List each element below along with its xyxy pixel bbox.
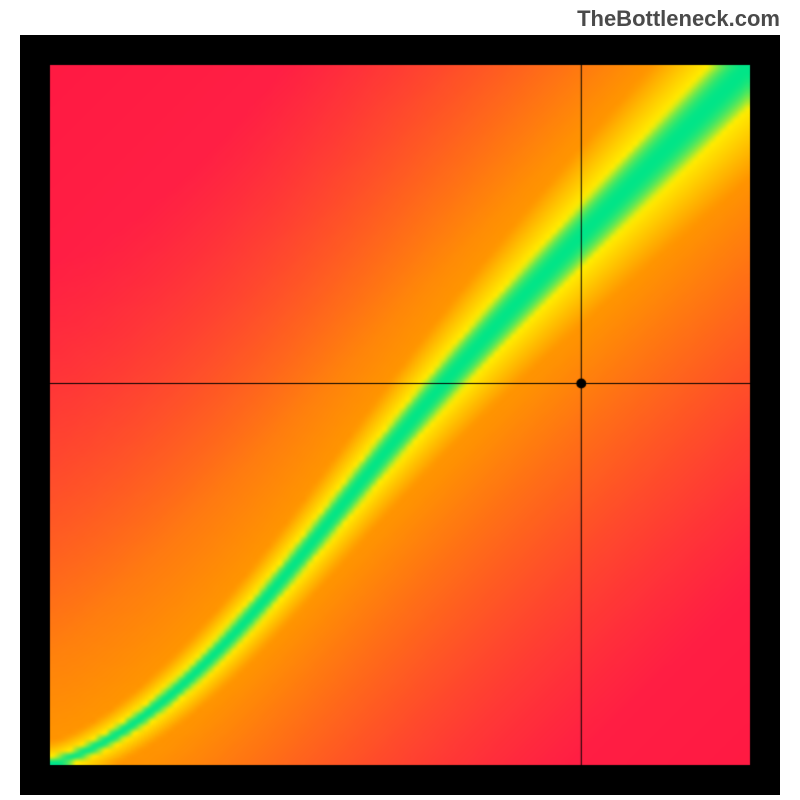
bottleneck-heatmap	[20, 35, 780, 795]
watermark-text: TheBottleneck.com	[577, 6, 780, 32]
